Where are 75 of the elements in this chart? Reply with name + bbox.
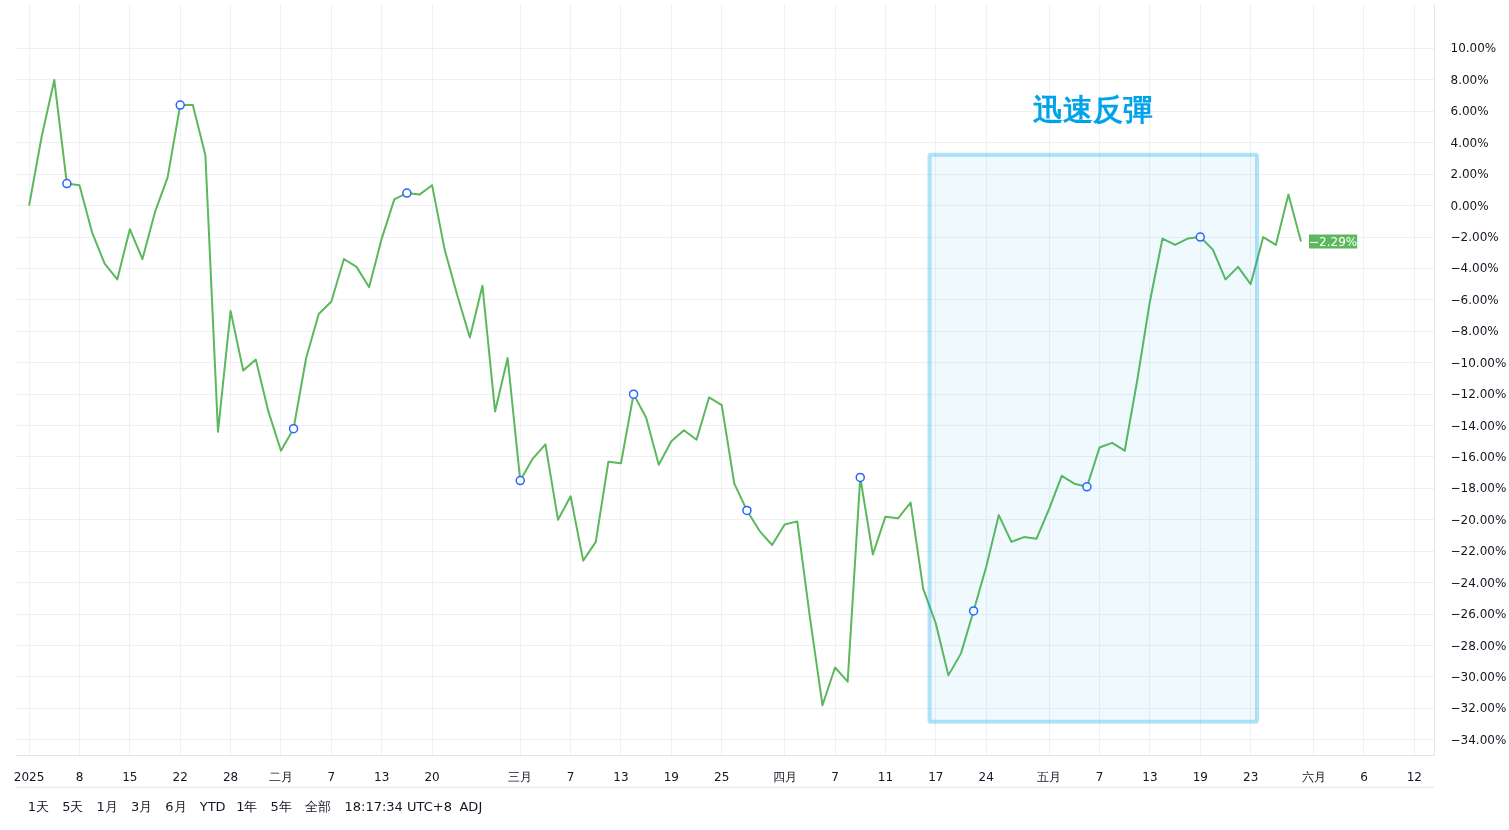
y-tick-label: −30.00% [1450,669,1507,684]
y-tick-label: 4.00% [1450,135,1489,150]
point [62,178,72,189]
point [742,505,752,516]
x-tick-label: 三月 [508,769,533,784]
x-tick-label: 7 [1095,769,1104,784]
y-tick-label: −26.00% [1450,607,1507,622]
x-tick-label: 五月 [1037,769,1062,784]
y-tick-label: −18.00% [1450,481,1507,496]
line-series [28,78,1303,707]
point [515,475,525,486]
x-tick-label: 11 [877,769,894,784]
point [175,100,185,110]
point [855,472,865,483]
x-tick-label: 7 [831,769,839,784]
y-tick-label: 0.00% [1450,198,1489,213]
y-tick-label: −8.00% [1450,324,1499,339]
x-tick-label: 24 [978,769,994,784]
x-tick-label: 22 [172,769,188,784]
x-tick-label: 15 [122,769,138,784]
text: 全部 [304,799,331,814]
x-tick-label: 2025 [13,769,45,784]
y-tick-label: −6.00% [1450,292,1499,307]
x-tick-label: 20 [424,769,440,784]
y-tick-label: −16.00% [1450,449,1507,464]
x-tick-label: 二月 [268,769,293,784]
y-tick-label: 8.00% [1450,72,1489,87]
y-tick-label: −22.00% [1450,544,1507,559]
point [968,606,979,616]
x-tick-label: 13 [374,769,390,784]
y-tick-label: 6.00% [1450,104,1489,119]
point [288,423,299,434]
y-tick-label: −12.00% [1450,387,1507,402]
x-tick-label: 13 [613,769,629,784]
y-tick-label: −32.00% [1450,701,1507,716]
x-tick-label: 25 [714,769,730,784]
y-tick-label: −28.00% [1450,638,1507,653]
y-tick-label: −24.00% [1450,575,1507,590]
x-tick-label: 23 [1243,769,1259,784]
text: 5天 [62,799,84,814]
y-tick-label: 2.00% [1450,167,1489,182]
text: 3月 [130,799,153,814]
x-tick-label: 19 [663,769,679,784]
x-tick-label: 28 [222,769,239,784]
text: 1天 [27,799,50,814]
y-tick-label: −2.00% [1450,230,1499,245]
x-tick-label: 13 [1142,769,1158,784]
text: 6月 [165,799,187,814]
band-label: 迅速反彈 [1033,92,1154,128]
x-tick-label: 六月 [1301,769,1326,784]
text: 5年 [270,799,292,814]
x-tick-label: 17 [928,769,944,784]
text: 1月 [96,799,118,814]
x-tick-label: 8 [75,769,84,784]
y-tick-label: −34.00% [1450,732,1507,747]
x-tick-label: 7 [566,769,575,784]
x-tick-label: 7 [327,769,336,784]
y-tick-label: −10.00% [1450,355,1507,370]
text: 18:17:34 UTC+8 [344,799,452,814]
text: ADJ [459,799,483,814]
x-tick-label: 四月 [772,769,797,784]
y-tick-label: −20.00% [1450,512,1507,527]
data-label: −2.29% [1309,234,1358,249]
x-tick-label: 6 [1360,769,1368,784]
point [1195,232,1206,242]
x-tick-label: 19 [1192,769,1208,784]
point [402,188,412,198]
y-tick-label: −14.00% [1450,418,1507,433]
point [1082,482,1092,492]
text: 1年 [236,799,258,814]
point [628,389,639,399]
text: YTD [198,799,226,814]
y-tick-label: −4.00% [1450,261,1499,276]
x-tick-label: 12 [1406,769,1422,784]
y-tick-label: 10.00% [1450,41,1497,56]
